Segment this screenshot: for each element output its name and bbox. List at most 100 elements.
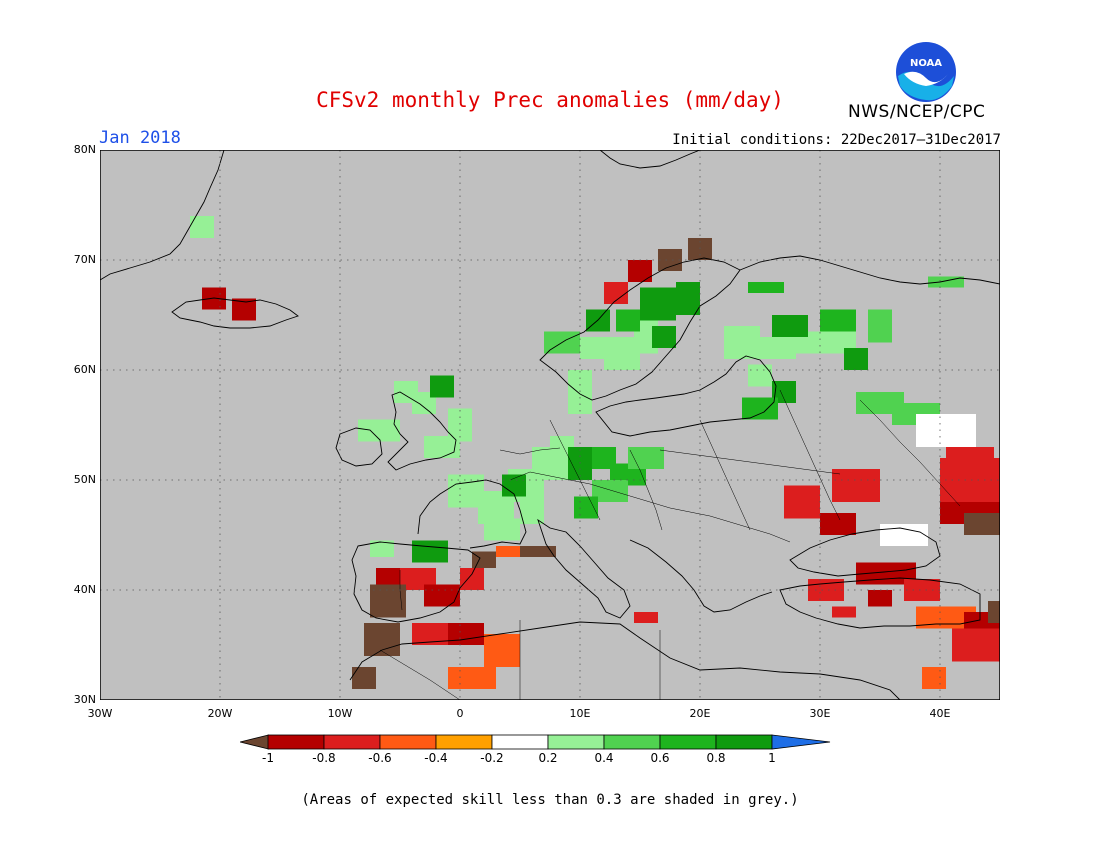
latitude-tick-label: 50N [73, 473, 96, 486]
noaa-logo: NOAA [896, 42, 956, 102]
iceland-coastline [171, 297, 299, 329]
agency-label: NWS/NCEP/CPC [848, 102, 986, 122]
colorbar-swatch [323, 734, 381, 750]
anomaly-cell [676, 282, 700, 315]
anomaly-cell [448, 623, 484, 645]
anomaly-cell [628, 447, 664, 469]
anomaly-cell [568, 370, 592, 392]
country-borders [379, 389, 961, 700]
anomaly-cell [964, 513, 1000, 535]
colorbar-level-label: -1 [262, 751, 274, 765]
iberia-coastline [351, 541, 481, 623]
anomaly-cell [520, 546, 556, 557]
anomaly-cell [784, 485, 820, 519]
anomaly-cell [868, 590, 892, 607]
latitude-tick-label: 80N [73, 143, 96, 156]
anomaly-cell [748, 282, 784, 293]
anomaly-cell [640, 287, 676, 321]
longitude-tick-label: 10E [569, 707, 591, 720]
latitude-tick-label: 70N [73, 253, 96, 266]
black-sea-coastline [789, 527, 941, 577]
anomaly-cell [988, 601, 1000, 623]
initial-conditions: Initial conditions: 22Dec2017–31Dec2017 [672, 132, 1001, 148]
anomaly-cell [772, 315, 808, 337]
anomaly-cell [748, 364, 772, 387]
longitude-tick-label: 40E [929, 707, 951, 720]
chart-title: CFSv2 monthly Prec anomalies (mm/day) [316, 88, 784, 112]
colorbar-swatch [491, 734, 549, 750]
british-isles-coastline [387, 391, 457, 471]
svg-text:NOAA: NOAA [910, 58, 942, 69]
anomaly-cell [628, 260, 652, 282]
anomaly-cell [658, 249, 682, 271]
latitude-tick-label: 30N [73, 693, 96, 706]
anomaly-cell [760, 337, 796, 359]
anomaly-cell [430, 375, 454, 398]
anomaly-cell [472, 551, 496, 568]
anomaly-cell [376, 419, 400, 442]
longitude-tick-label: 20E [689, 707, 711, 720]
arctic-russia-coastline [739, 255, 1000, 285]
colorbar-level-label: -0.8 [312, 751, 336, 765]
anomaly-cell [502, 474, 526, 497]
greenland-coastline [100, 150, 225, 281]
anomaly-cell [232, 298, 256, 321]
anomaly-cell [916, 606, 976, 629]
north-africa-coastline [349, 621, 901, 700]
anomaly-cell [370, 584, 406, 618]
anomaly-cell [202, 287, 226, 310]
anomaly-cell [424, 584, 460, 607]
colorbar-swatch [435, 734, 493, 750]
anomaly-cell [928, 276, 964, 288]
anomaly-cell [820, 513, 856, 535]
svalbard-coastline [599, 150, 701, 169]
anomaly-cell [592, 480, 628, 502]
anomaly-cell [412, 623, 448, 645]
anomaly-cell [412, 540, 448, 563]
colorbar-swatch [547, 734, 605, 750]
anomaly-cell [724, 326, 760, 359]
anomaly-cell [922, 667, 946, 689]
anomaly-cell [652, 326, 676, 348]
latitude-tick-label: 40N [73, 583, 96, 596]
anomaly-cell [370, 540, 394, 557]
colorbar-level-label: 0.2 [538, 751, 558, 765]
anomaly-cell [946, 447, 994, 469]
italy-coastline [537, 518, 631, 619]
france-coastline [417, 479, 527, 549]
anomaly-cell [904, 579, 940, 601]
colorbar-swatch [379, 734, 437, 750]
anomaly-cell [916, 414, 976, 447]
colorbar-level-label: 0.8 [706, 751, 726, 765]
anomaly-cell [190, 216, 214, 238]
colorbar-swatch [603, 734, 661, 750]
anomaly-cell [880, 524, 928, 546]
anomaly-cell [352, 667, 376, 689]
anomaly-cell [616, 309, 640, 332]
forecast-month: Jan 2018 [99, 128, 181, 148]
colorbar-swatch [267, 734, 325, 750]
map-background [100, 150, 1000, 700]
anomaly-cell [574, 496, 598, 519]
scandinavia-coastline [539, 257, 741, 401]
skill-note: (Areas of expected skill less than 0.3 a… [301, 792, 799, 808]
colorbar-swatch [659, 734, 717, 750]
colorbar [240, 734, 831, 750]
baltic-coastline [595, 355, 777, 437]
graticule [100, 150, 1000, 700]
anomaly-cell [460, 568, 484, 590]
anomaly-cell [952, 628, 1000, 662]
anomaly-cell [742, 397, 778, 420]
anomaly-cell [820, 309, 856, 332]
anomaly-cell [604, 282, 628, 304]
colorbar-level-label: 0.4 [594, 751, 614, 765]
anomaly-cell [844, 348, 868, 370]
precip-anomaly-map [100, 150, 1000, 700]
longitude-tick-label: 10W [327, 707, 353, 720]
ireland-coastline [335, 427, 383, 467]
anomaly-cell [484, 518, 520, 541]
latitude-tick-label: 60N [73, 363, 96, 376]
anomaly-cell [484, 634, 520, 667]
anomaly-cell [832, 469, 880, 502]
anomaly-cell [496, 546, 520, 557]
